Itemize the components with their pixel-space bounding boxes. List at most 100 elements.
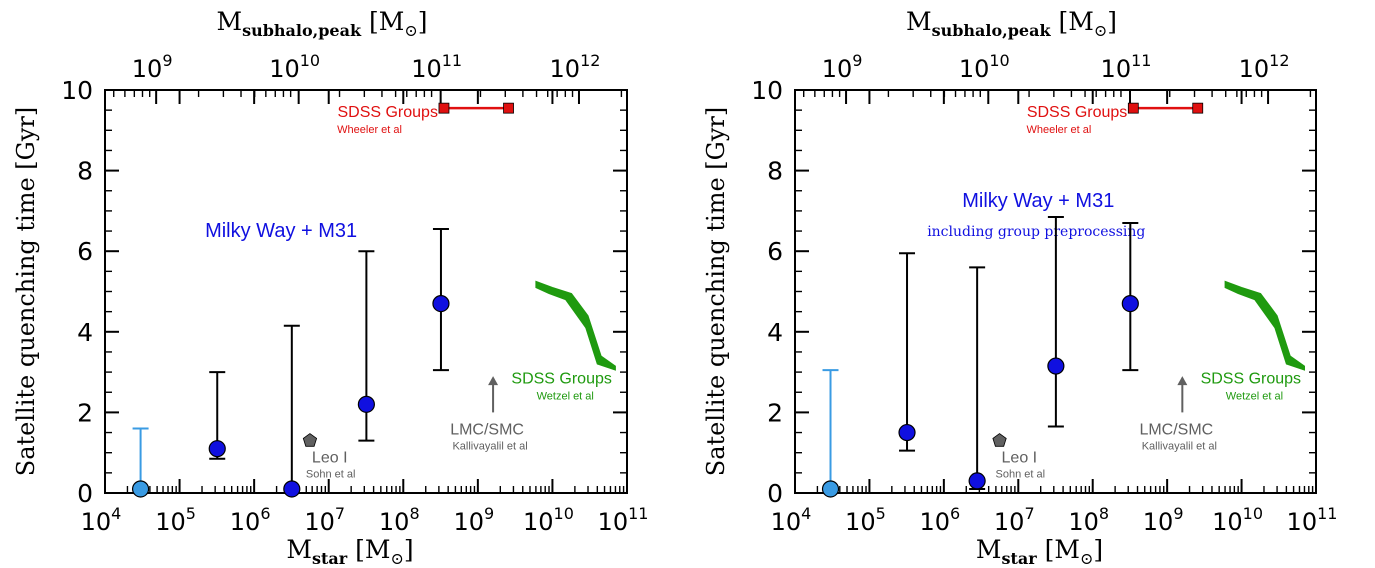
- x-tick-label: 105: [155, 504, 196, 536]
- x-axis-title: Mstar [M⊙]: [976, 535, 1103, 568]
- wheeler-marker-start: [438, 102, 450, 114]
- x2-axis-title-unit: [M: [1059, 7, 1094, 36]
- data-point-1: [131, 480, 150, 498]
- x-tick-exponent: 7: [335, 504, 345, 523]
- x2-tick-label: 1010: [269, 51, 320, 83]
- mw-label: Milky Way + M31: [962, 190, 1114, 212]
- x2-tick-base: 10: [822, 55, 853, 83]
- y-tick-label: 0: [767, 479, 783, 508]
- y-tick-label: 8: [77, 157, 93, 186]
- sun-symbol: ⊙: [1094, 21, 1107, 40]
- wheeler-marker-end: [503, 102, 514, 114]
- x2-tick-label: 1011: [1101, 51, 1152, 83]
- x-tick-base: 10: [1287, 508, 1318, 536]
- x2-tick-exponent: 12: [1269, 51, 1289, 70]
- x2-axis-title-main: M: [906, 7, 932, 36]
- y-tick-label: 8: [767, 157, 783, 186]
- wheeler-marker-end: [1192, 102, 1204, 114]
- sun-symbol: ⊙: [390, 549, 403, 568]
- data-point-3: [968, 472, 986, 490]
- lmc-smc-sublabel: Kallivayalil et al: [1142, 440, 1217, 452]
- lmc-smc-label: LMC/SMC: [450, 421, 524, 438]
- mw-label: Milky Way + M31: [205, 220, 357, 242]
- wetzel-sublabel: Wetzel et al: [537, 390, 594, 402]
- x-tick-exponent: 4: [111, 504, 121, 523]
- x-tick-label: 105: [845, 504, 886, 536]
- x-tick-exponent: 11: [628, 504, 648, 523]
- x-tick-base: 10: [155, 508, 186, 536]
- leo-i-label: Leo I: [1002, 450, 1038, 467]
- x2-tick-label: 1012: [1239, 51, 1290, 83]
- x2-tick-label: 109: [132, 51, 173, 83]
- y-tick-label: 2: [767, 398, 783, 427]
- x-tick-label: 108: [1068, 504, 1109, 536]
- leo-i-label: Leo I: [312, 450, 348, 467]
- x2-tick-base: 10: [269, 55, 300, 83]
- data-point-2: [898, 423, 916, 442]
- wetzel-band: [535, 280, 616, 371]
- x2-tick-exponent: 10: [300, 51, 320, 70]
- x-tick-base: 10: [919, 508, 950, 536]
- wetzel-sublabel: Wetzel et al: [1226, 390, 1283, 402]
- mw-sublabel: including group preprocessing: [927, 224, 1145, 240]
- y-tick-label: 10: [61, 76, 93, 105]
- x2-axis-title-unit: [M: [369, 7, 404, 36]
- x-axis-title-unit: [M: [355, 535, 390, 564]
- wetzel-band: [1224, 280, 1305, 371]
- x-tick-base: 10: [453, 508, 484, 536]
- wetzel-label: SDSS Groups: [511, 370, 611, 387]
- x-tick-exponent: 7: [1024, 504, 1034, 523]
- data-point-2: [208, 440, 226, 458]
- lmc-smc-arrow-head: [488, 376, 499, 386]
- x-tick-base: 10: [1212, 508, 1243, 536]
- wheeler-marker-start: [1127, 102, 1139, 114]
- sun-symbol: ⊙: [1080, 549, 1093, 568]
- x-axis-title-sub: star: [312, 549, 348, 568]
- x2-tick-exponent: 9: [852, 51, 862, 70]
- x-tick-label: 1010: [523, 504, 574, 536]
- leo-i-sublabel: Sohn et al: [306, 469, 356, 481]
- x-tick-base: 10: [598, 508, 629, 536]
- x-tick-label: 104: [81, 504, 122, 536]
- x2-axis-title-sub: subhalo,peak: [932, 21, 1052, 40]
- x2-tick-exponent: 11: [1131, 51, 1151, 70]
- x-tick-exponent: 6: [950, 504, 960, 523]
- x-tick-exponent: 8: [1099, 504, 1109, 523]
- x-tick-exponent: 5: [186, 504, 196, 523]
- x2-tick-exponent: 10: [989, 51, 1009, 70]
- x2-tick-label: 1011: [411, 51, 462, 83]
- x-tick-exponent: 8: [409, 504, 419, 523]
- x-tick-exponent: 5: [876, 504, 886, 523]
- x2-axis-title-main: M: [216, 7, 242, 36]
- x2-tick-base: 10: [550, 55, 581, 83]
- x-axis-title-sub: star: [1001, 549, 1037, 568]
- x-tick-base: 10: [845, 508, 876, 536]
- x2-tick-base: 10: [959, 55, 990, 83]
- x-tick-exponent: 4: [801, 504, 811, 523]
- x-tick-base: 10: [523, 508, 554, 536]
- x-tick-label: 109: [453, 504, 494, 536]
- leo-i-marker: [992, 433, 1007, 447]
- x2-tick-exponent: 9: [162, 51, 172, 70]
- x-axis-title: Mstar [M⊙]: [286, 535, 413, 568]
- x2-tick-base: 10: [1239, 55, 1270, 83]
- x2-tick-label: 109: [822, 51, 863, 83]
- y-tick-label: 10: [751, 76, 783, 105]
- leo-i-marker: [302, 433, 318, 447]
- y-tick-label: 4: [767, 318, 783, 347]
- x-tick-label: 107: [304, 504, 345, 536]
- wheeler-label: SDSS Groups: [1027, 104, 1127, 121]
- x2-tick-label: 1010: [959, 51, 1010, 83]
- x-tick-base: 10: [1068, 508, 1099, 536]
- x-axis-title-main: M: [286, 535, 312, 564]
- data-point-5: [1121, 294, 1139, 313]
- wetzel-label: SDSS Groups: [1201, 370, 1301, 387]
- data-point-5: [432, 294, 450, 313]
- sun-symbol: ⊙: [404, 21, 417, 40]
- x-tick-exponent: 10: [554, 504, 574, 523]
- x-tick-exponent: 6: [260, 504, 270, 523]
- x-tick-label: 106: [919, 504, 960, 536]
